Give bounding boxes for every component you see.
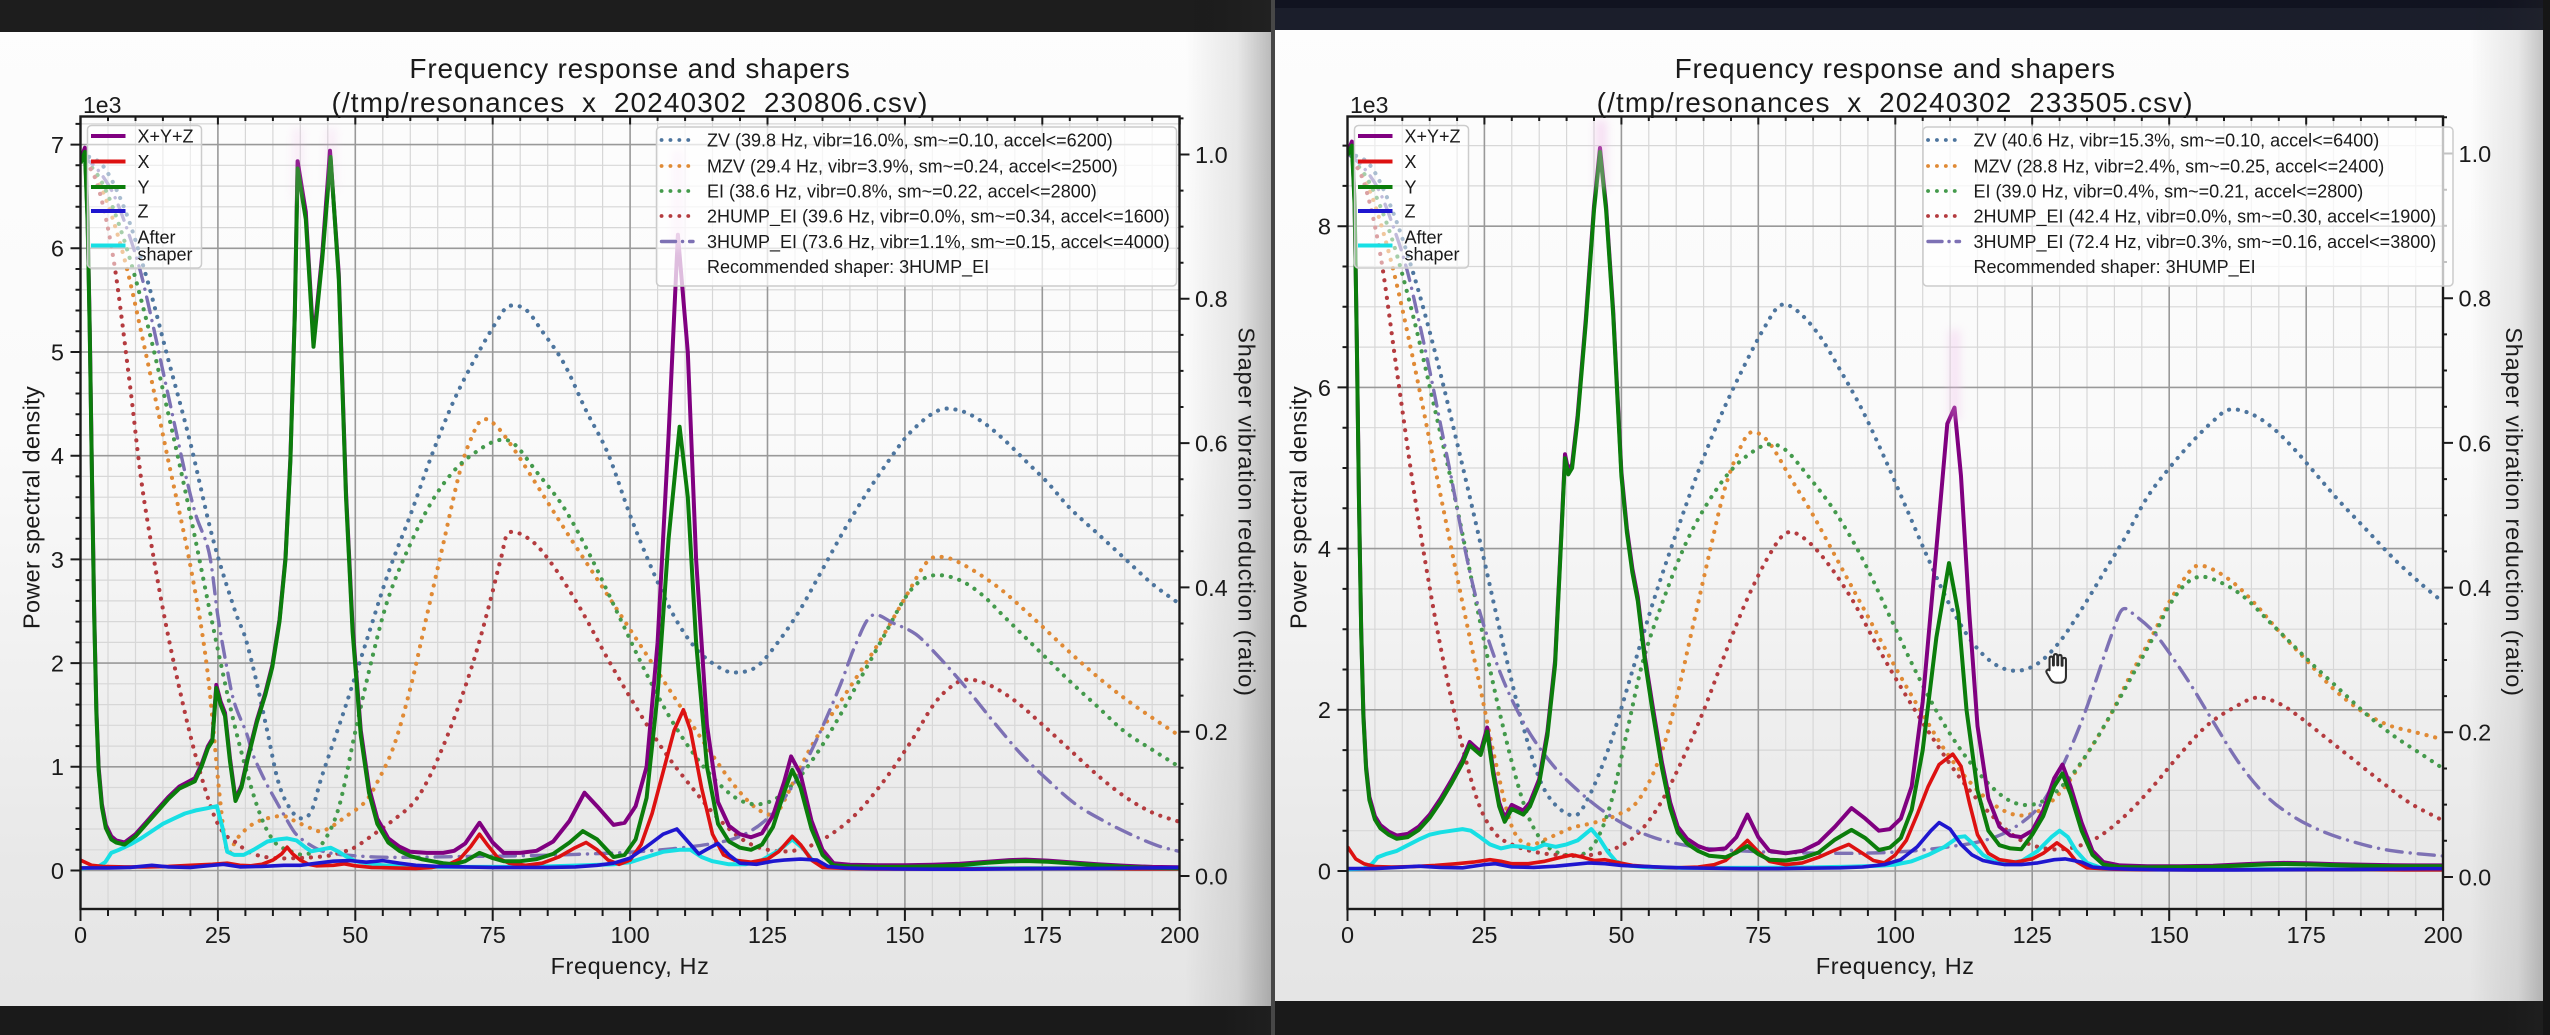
svg-text:X: X [138, 152, 150, 172]
svg-text:Z: Z [138, 201, 149, 221]
svg-text:Frequency response and shapers: Frequency response and shapers [1675, 53, 2116, 84]
svg-text:1e3: 1e3 [83, 92, 121, 118]
svg-text:6: 6 [51, 236, 64, 262]
svg-text:Y: Y [1405, 177, 1417, 197]
svg-text:Frequency, Hz: Frequency, Hz [551, 953, 710, 979]
svg-text:MZV (29.4 Hz, vibr=3.9%, sm~=0: MZV (29.4 Hz, vibr=3.9%, sm~=0.24, accel… [707, 156, 1118, 176]
svg-text:50: 50 [1608, 922, 1634, 948]
svg-text:125: 125 [748, 922, 787, 948]
svg-text:X+Y+Z: X+Y+Z [1405, 126, 1461, 146]
svg-text:Y: Y [138, 177, 150, 197]
svg-text:EI (38.6 Hz, vibr=0.8%, sm~=0.: EI (38.6 Hz, vibr=0.8%, sm~=0.22, accel<… [707, 181, 1097, 201]
svg-text:75: 75 [480, 922, 506, 948]
svg-text:1e3: 1e3 [1350, 92, 1388, 118]
svg-text:(/tmp/resonances_x_20240302_23: (/tmp/resonances_x_20240302_233505.csv) [1597, 87, 2194, 118]
svg-text:EI (39.0 Hz, vibr=0.4%, sm~=0.: EI (39.0 Hz, vibr=0.4%, sm~=0.21, accel<… [1974, 181, 2364, 201]
svg-text:0: 0 [74, 922, 87, 948]
svg-text:3: 3 [51, 547, 64, 573]
svg-text:3HUMP_EI (73.6 Hz, vibr=1.1%,: 3HUMP_EI (73.6 Hz, vibr=1.1%, sm~=0.15, … [707, 232, 1170, 253]
svg-text:75: 75 [1745, 922, 1771, 948]
svg-text:3HUMP_EI (72.4 Hz, vibr=0.3%,: 3HUMP_EI (72.4 Hz, vibr=0.3%, sm~=0.16, … [1974, 232, 2437, 253]
svg-text:Recommended shaper: 3HUMP_EI: Recommended shaper: 3HUMP_EI [707, 257, 989, 278]
svg-text:2: 2 [51, 651, 64, 677]
svg-text:0: 0 [51, 858, 64, 884]
svg-text:MZV (28.8 Hz, vibr=2.4%, sm~=0: MZV (28.8 Hz, vibr=2.4%, sm~=0.25, accel… [1974, 156, 2385, 176]
svg-text:4: 4 [1318, 536, 1331, 562]
svg-text:ZV (40.6 Hz, vibr=15.3%, sm~=0: ZV (40.6 Hz, vibr=15.3%, sm~=0.10, accel… [1974, 130, 2380, 150]
svg-text:2HUMP_EI (39.6 Hz, vibr=0.0%,: 2HUMP_EI (39.6 Hz, vibr=0.0%, sm~=0.34, … [707, 206, 1170, 227]
svg-text:After: After [138, 227, 176, 247]
svg-text:100: 100 [1876, 922, 1915, 948]
svg-text:1: 1 [51, 754, 64, 780]
svg-text:Frequency, Hz: Frequency, Hz [1816, 953, 1975, 979]
svg-text:200: 200 [2423, 922, 2462, 948]
svg-text:(/tmp/resonances_x_20240302_23: (/tmp/resonances_x_20240302_230806.csv) [331, 87, 928, 118]
svg-text:shaper: shaper [138, 244, 193, 264]
svg-text:150: 150 [2150, 922, 2189, 948]
svg-text:8: 8 [1318, 214, 1331, 240]
svg-text:150: 150 [885, 922, 924, 948]
svg-text:ZV (39.8 Hz, vibr=16.0%, sm~=0: ZV (39.8 Hz, vibr=16.0%, sm~=0.10, accel… [707, 130, 1113, 150]
svg-text:Power spectral density: Power spectral density [1286, 386, 1312, 629]
svg-text:25: 25 [1471, 922, 1497, 948]
svg-text:X+Y+Z: X+Y+Z [138, 126, 194, 146]
svg-text:175: 175 [1023, 922, 1062, 948]
svg-text:125: 125 [2013, 922, 2052, 948]
svg-text:X: X [1405, 152, 1417, 172]
svg-text:2HUMP_EI (42.4 Hz, vibr=0.0%,: 2HUMP_EI (42.4 Hz, vibr=0.0%, sm~=0.30, … [1974, 206, 2437, 227]
svg-text:After: After [1405, 227, 1443, 247]
svg-text:7: 7 [51, 132, 64, 158]
svg-text:25: 25 [205, 922, 231, 948]
svg-text:4: 4 [51, 443, 64, 469]
svg-text:Frequency response and shapers: Frequency response and shapers [409, 53, 850, 84]
svg-text:175: 175 [2287, 922, 2326, 948]
svg-text:Z: Z [1405, 201, 1416, 221]
svg-text:100: 100 [610, 922, 649, 948]
svg-text:Power spectral density: Power spectral density [19, 386, 45, 629]
svg-text:Recommended shaper: 3HUMP_EI: Recommended shaper: 3HUMP_EI [1974, 257, 2256, 278]
svg-text:0: 0 [1341, 922, 1354, 948]
svg-text:2: 2 [1318, 697, 1331, 723]
svg-text:shaper: shaper [1405, 244, 1460, 264]
svg-text:50: 50 [342, 922, 368, 948]
svg-text:5: 5 [51, 339, 64, 365]
svg-text:6: 6 [1318, 375, 1331, 401]
svg-text:0: 0 [1318, 858, 1331, 884]
